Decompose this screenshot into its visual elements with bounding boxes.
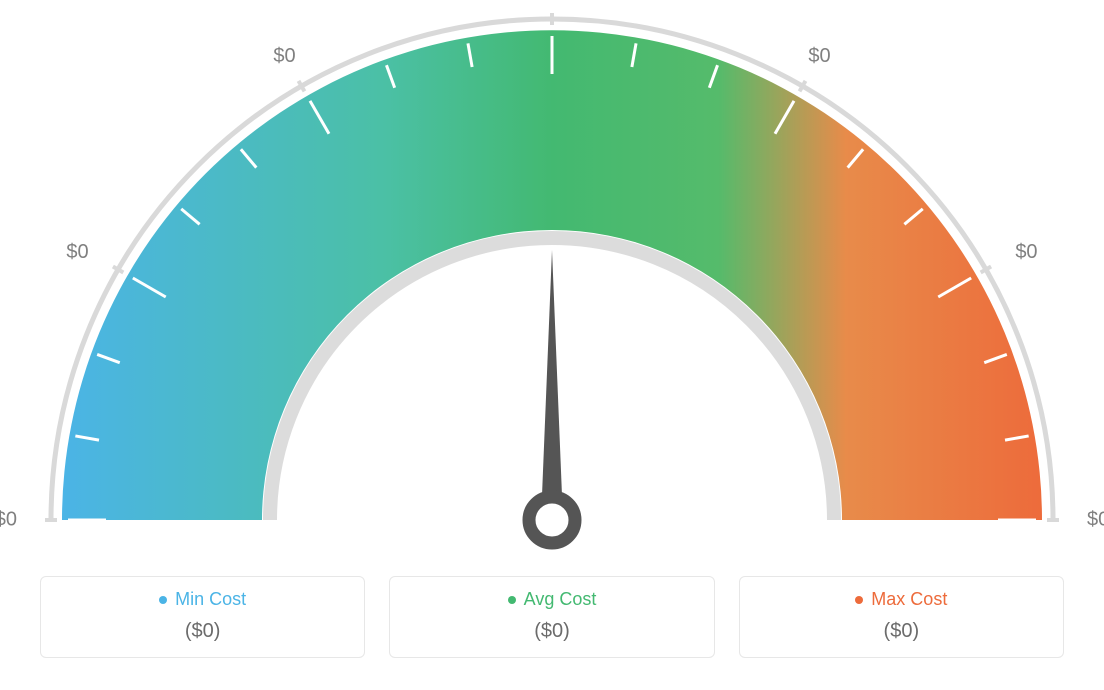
legend-value-max: ($0): [756, 620, 1047, 643]
legend-label-text: Max Cost: [871, 589, 947, 610]
gauge-tick-label: $0: [1087, 508, 1104, 530]
legend-card-max: Max Cost ($0): [739, 576, 1064, 658]
gauge-tick-label: $0: [1015, 241, 1037, 263]
gauge-chart: $0$0$0$0$0$0$0: [0, 0, 1104, 560]
gauge-needle: [541, 250, 563, 520]
legend-card-avg: Avg Cost ($0): [389, 576, 714, 658]
gauge-needle-hub: [529, 497, 575, 543]
legend-label-avg: Avg Cost: [406, 589, 697, 610]
legend-label-max: Max Cost: [756, 589, 1047, 610]
legend-label-min: Min Cost: [57, 589, 348, 610]
gauge-tick-label: $0: [273, 45, 295, 67]
gauge-tick-label: $0: [0, 508, 17, 530]
bullet-icon: [159, 596, 167, 604]
gauge-svg: $0$0$0$0$0$0$0: [0, 0, 1104, 560]
legend-card-min: Min Cost ($0): [40, 576, 365, 658]
legend-label-text: Avg Cost: [524, 589, 597, 610]
cost-gauge-container: $0$0$0$0$0$0$0 Min Cost ($0) Avg Cost ($…: [0, 0, 1104, 690]
gauge-tick-label: $0: [66, 241, 88, 263]
legend-label-text: Min Cost: [175, 589, 246, 610]
legend-value-min: ($0): [57, 620, 348, 643]
legend-row: Min Cost ($0) Avg Cost ($0) Max Cost ($0…: [40, 576, 1064, 658]
bullet-icon: [508, 596, 516, 604]
legend-value-avg: ($0): [406, 620, 697, 643]
gauge-tick-label: $0: [808, 45, 830, 67]
bullet-icon: [855, 596, 863, 604]
